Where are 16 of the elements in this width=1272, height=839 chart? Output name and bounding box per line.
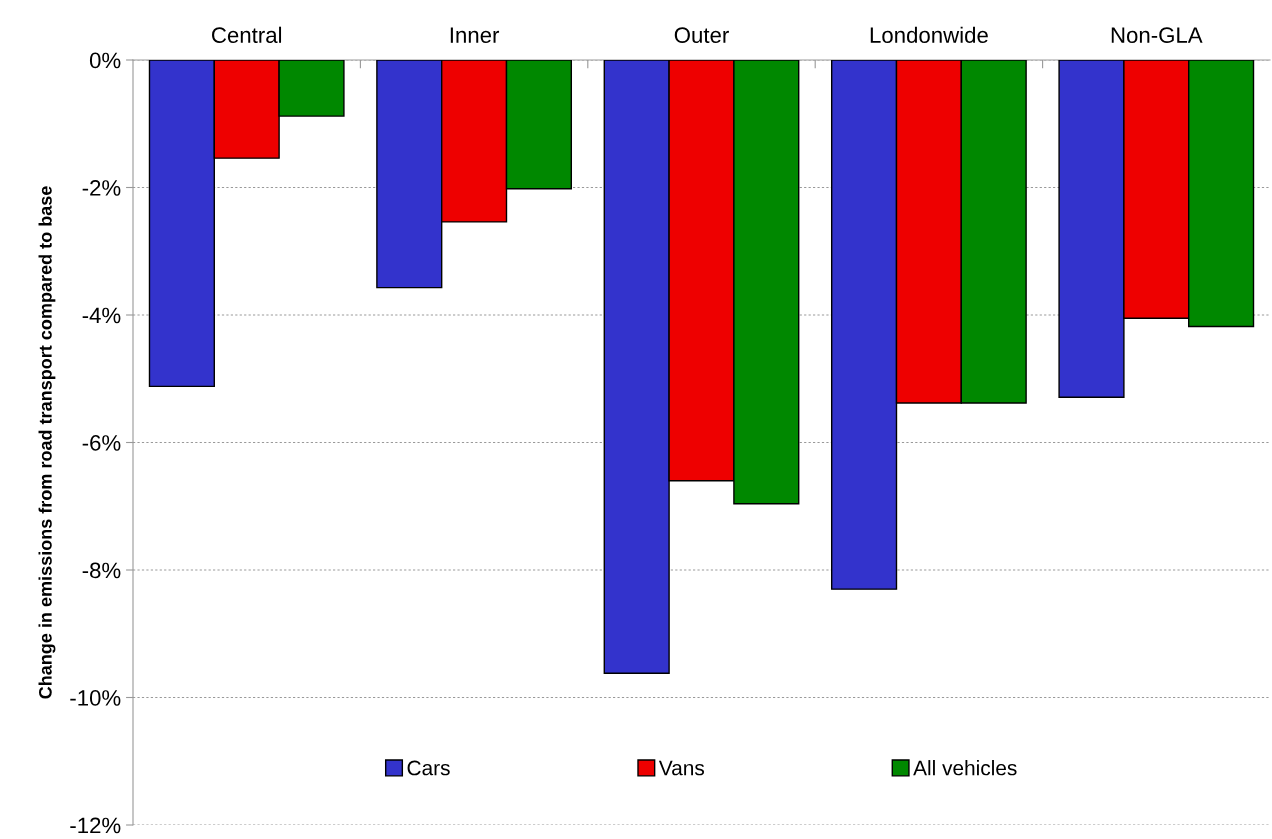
x-tick-label: Non-GLA [1111, 27, 1203, 44]
y-tick-label: -12% [70, 817, 121, 834]
y-tick-label: -2% [82, 180, 121, 196]
y-axis-title: Change in emissions from road transport compared to base [38, 186, 56, 699]
y-tick-label: 0% [89, 52, 121, 69]
y-tick-label: -8% [82, 562, 121, 579]
x-tick-label: Outer [674, 27, 729, 44]
y-tick-label: -6% [82, 435, 121, 451]
legend-label: All vehicles [913, 760, 1017, 776]
legend-label: Cars [407, 760, 450, 776]
x-tick-label: Inner [450, 27, 500, 44]
x-tick-label: Central [212, 26, 282, 44]
y-tick-label: -4% [82, 307, 121, 324]
y-tick-label: -10% [70, 690, 121, 706]
legend-label: Vans [658, 760, 705, 776]
x-tick-label: Londonwide [870, 26, 988, 44]
